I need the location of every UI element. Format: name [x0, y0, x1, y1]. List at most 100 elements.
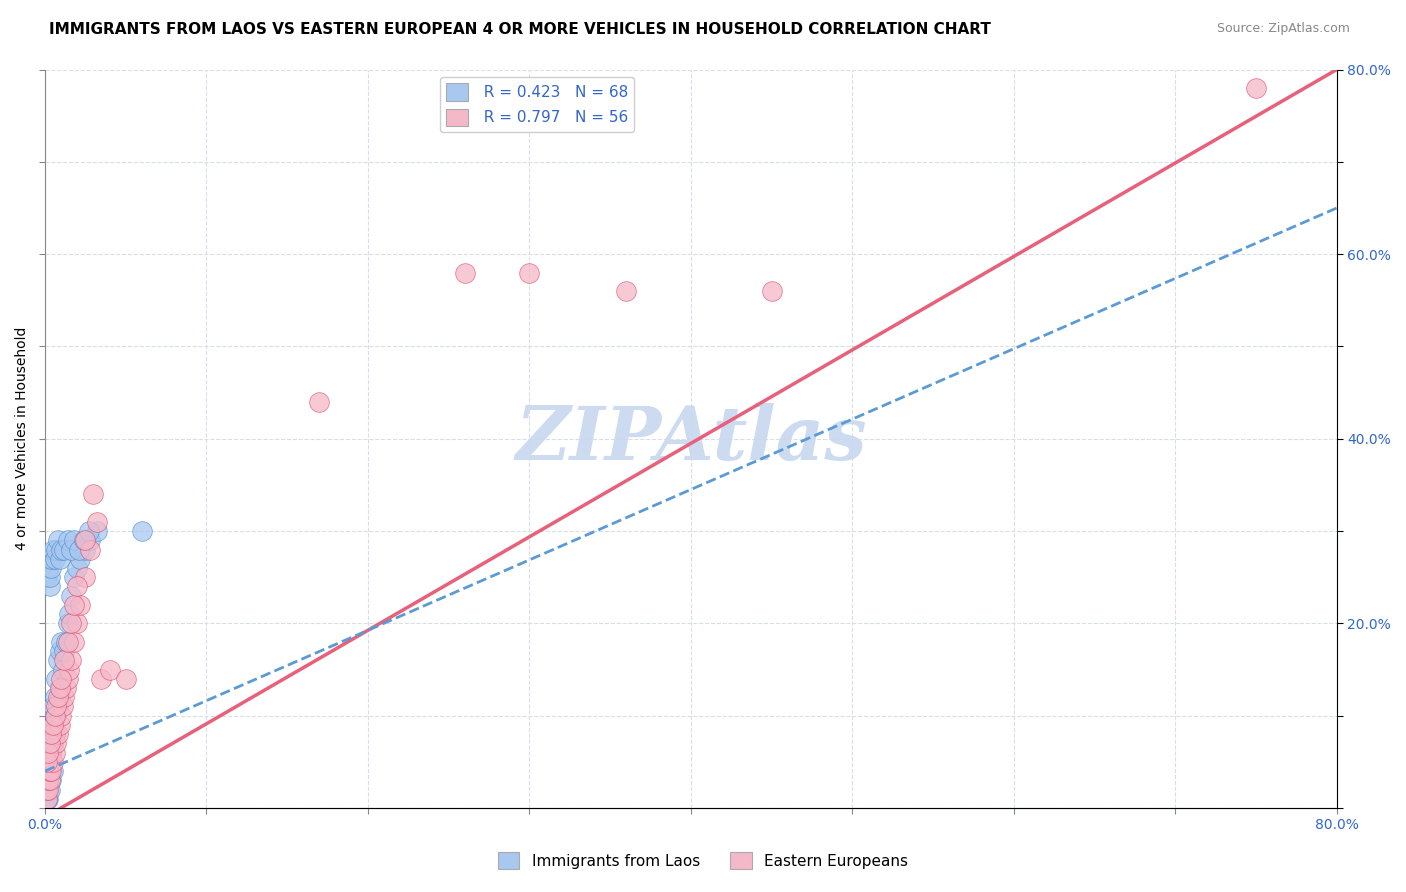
Point [42, 755, 65, 769]
Point [53, 653, 76, 667]
Point [48, 644, 70, 658]
Point [37, 764, 59, 778]
Point [41, 551, 63, 566]
Point [35, 570, 58, 584]
Point [41, 727, 63, 741]
Point [56, 672, 79, 686]
Point [35, 791, 58, 805]
Point [56, 616, 79, 631]
Point [49, 708, 72, 723]
Point [48, 690, 70, 705]
Point [53, 542, 76, 557]
Point [49, 542, 72, 557]
Point [38, 579, 60, 593]
Point [79, 533, 101, 548]
Point [48, 718, 70, 732]
Point [82, 487, 104, 501]
Point [59, 616, 82, 631]
Point [1244, 81, 1267, 95]
Point [38, 727, 60, 741]
Point [45, 736, 67, 750]
Point [761, 284, 783, 298]
Point [44, 727, 66, 741]
Point [454, 266, 477, 280]
Point [42, 718, 65, 732]
Point [98, 663, 121, 677]
Point [41, 746, 63, 760]
Point [86, 515, 108, 529]
Point [53, 644, 76, 658]
Point [38, 736, 60, 750]
Point [42, 699, 65, 714]
Point [69, 551, 91, 566]
Point [48, 681, 70, 695]
Point [59, 589, 82, 603]
Point [66, 561, 89, 575]
Point [44, 690, 66, 705]
Point [41, 708, 63, 723]
Point [35, 782, 58, 797]
Point [56, 533, 79, 548]
Point [67, 542, 90, 557]
Point [41, 746, 63, 760]
Point [41, 561, 63, 575]
Legend:   R = 0.423   N = 68,   R = 0.797   N = 56: R = 0.423 N = 68, R = 0.797 N = 56 [440, 78, 634, 132]
Point [37, 551, 59, 566]
Point [77, 524, 100, 538]
Point [49, 635, 72, 649]
Point [44, 746, 66, 760]
Legend: Immigrants from Laos, Eastern Europeans: Immigrants from Laos, Eastern Europeans [492, 846, 914, 875]
Point [46, 699, 69, 714]
Point [38, 570, 60, 584]
Point [79, 542, 101, 557]
Point [37, 755, 59, 769]
Point [63, 598, 86, 612]
Point [75, 542, 97, 557]
Point [66, 616, 89, 631]
Point [46, 690, 69, 705]
Point [49, 672, 72, 686]
Point [38, 755, 60, 769]
Point [35, 773, 58, 788]
Point [38, 764, 60, 778]
Point [131, 524, 153, 538]
Point [35, 782, 58, 797]
Point [44, 727, 66, 741]
Point [37, 782, 59, 797]
Point [52, 663, 75, 677]
Point [38, 746, 60, 760]
Point [58, 607, 80, 622]
Point [48, 551, 70, 566]
Point [86, 524, 108, 538]
Point [46, 727, 69, 741]
Y-axis label: 4 or more Vehicles in Household: 4 or more Vehicles in Household [15, 327, 30, 550]
Point [38, 773, 60, 788]
Text: Source: ZipAtlas.com: Source: ZipAtlas.com [1216, 22, 1350, 36]
Point [45, 708, 67, 723]
Point [42, 542, 65, 557]
Point [46, 533, 69, 548]
Point [37, 746, 59, 760]
Point [38, 755, 60, 769]
Point [41, 764, 63, 778]
Point [41, 727, 63, 741]
Point [46, 653, 69, 667]
Point [42, 736, 65, 750]
Point [45, 672, 67, 686]
Point [44, 708, 66, 723]
Point [38, 782, 60, 797]
Point [37, 561, 59, 575]
Point [55, 635, 77, 649]
Point [63, 635, 86, 649]
Point [69, 598, 91, 612]
Point [42, 764, 65, 778]
Point [53, 690, 76, 705]
Point [42, 718, 65, 732]
Point [44, 708, 66, 723]
Point [49, 681, 72, 695]
Point [519, 266, 541, 280]
Point [37, 791, 59, 805]
Point [63, 570, 86, 584]
Point [35, 782, 58, 797]
Point [35, 755, 58, 769]
